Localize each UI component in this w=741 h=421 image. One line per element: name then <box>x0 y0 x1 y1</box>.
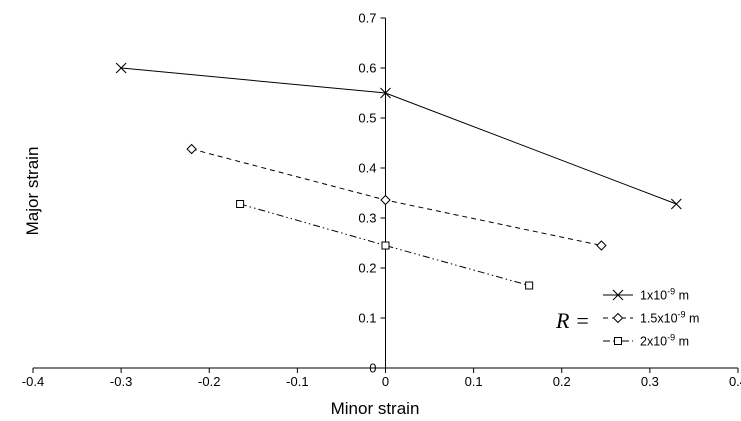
series-line <box>239 203 530 286</box>
data-point <box>525 281 534 290</box>
series-line <box>121 67 677 205</box>
legend-item: 1x10-9 m <box>603 287 689 303</box>
marker-stroke <box>380 87 391 99</box>
series-1 <box>115 62 682 210</box>
y-tick-label: 0.2 <box>358 261 376 276</box>
legend-label: 1x10-9 m <box>640 287 689 303</box>
y-tick-label: 0.4 <box>358 161 376 176</box>
data-point <box>596 240 607 251</box>
data-point <box>380 194 391 206</box>
y-tick-label: 0 <box>369 361 376 376</box>
series-layer <box>115 62 682 290</box>
x-tick-label: -0.4 <box>22 374 44 389</box>
data-point <box>380 87 391 99</box>
x-tick-label: 0.4 <box>729 374 741 389</box>
marker-stroke <box>612 289 624 301</box>
y-tick-label: 0.1 <box>358 311 376 326</box>
x-axis-title: Minor strain <box>331 399 420 418</box>
series-line <box>191 148 602 246</box>
data-point <box>670 198 682 210</box>
legend-item: 2x10-9 m <box>603 333 689 349</box>
x-tick-label: -0.2 <box>198 374 220 389</box>
legend-label: 1.5x10-9 m <box>640 310 699 326</box>
data-point <box>115 62 127 74</box>
x-tick-label: -0.3 <box>110 374 132 389</box>
axes <box>33 18 738 369</box>
ticks: -0.4 -0.3 -0.2 -0.1 0 0.1 0.2 0.3 0.4 0 0.1 0.2 0.3 0… <box>22 11 741 390</box>
series-3 <box>236 200 534 290</box>
legend-marker <box>614 337 622 345</box>
legend-prefix: R = <box>555 308 590 333</box>
data-point <box>236 200 245 208</box>
x-tick-label: -0.1 <box>286 374 308 389</box>
y-tick-label: 0.7 <box>358 11 376 26</box>
legend-marker <box>612 289 624 301</box>
legend-label: 2x10-9 m <box>640 333 689 349</box>
data-point <box>186 143 197 155</box>
marker-stroke <box>670 198 682 210</box>
series-2 <box>186 143 607 251</box>
x-tick-label: 0.2 <box>553 374 571 389</box>
x-tick-label: 0.1 <box>465 374 483 389</box>
marker-stroke <box>115 62 127 74</box>
y-tick-label: 0.5 <box>358 111 376 126</box>
y-tick-label: 0.6 <box>358 61 376 76</box>
y-axis-title: Major strain <box>23 147 42 236</box>
legend: R = 1x10-9 m 1.5x10-9 m 2x10-9 m <box>555 287 699 349</box>
y-tick-label: 0.3 <box>358 211 376 226</box>
data-point <box>381 241 390 250</box>
x-tick-label: 0 <box>382 374 389 389</box>
legend-marker <box>612 312 624 324</box>
x-tick-label: 0.3 <box>641 374 659 389</box>
legend-item: 1.5x10-9 m <box>603 310 699 326</box>
